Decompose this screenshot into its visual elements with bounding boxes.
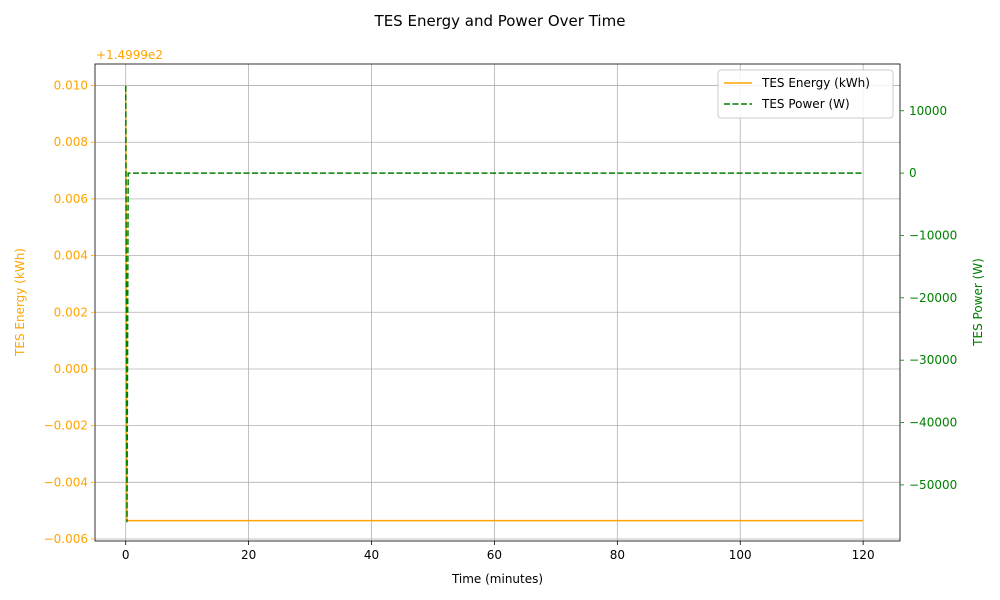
y-right-tick-label: −20000 (909, 291, 957, 305)
legend-label: TES Energy (kWh) (761, 76, 870, 90)
y-left-tick-label: 0.004 (54, 249, 88, 263)
y-right-tick-label: 10000 (909, 104, 947, 118)
y-left-tick-label: 0.000 (54, 362, 88, 376)
legend-label: TES Power (W) (761, 97, 850, 111)
series-line-tes-power (124, 85, 864, 523)
chart-title: TES Energy and Power Over Time (374, 12, 626, 30)
y-right-tick-label: −10000 (909, 228, 957, 242)
y-left-tick-label: −0.002 (44, 419, 88, 433)
x-tick-label: 120 (852, 548, 875, 562)
y-right-tick-label: 0 (909, 166, 917, 180)
y-left-tick-label: 0.006 (54, 192, 88, 206)
y-right-tick-label: −30000 (909, 353, 957, 367)
y-left-tick-label: −0.006 (44, 532, 88, 546)
y-left-tick-label: 0.008 (54, 135, 88, 149)
y-left-tick-label: 0.010 (54, 79, 88, 93)
y-right-tick-label: −40000 (909, 416, 957, 430)
x-tick-label: 0 (122, 548, 130, 562)
plot-frame (94, 63, 901, 542)
offset-label: +1.4999e2 (96, 48, 163, 62)
x-tick-label: 20 (241, 548, 256, 562)
x-axis-label: Time (minutes) (451, 572, 543, 586)
x-tick-label: 60 (487, 548, 502, 562)
legend-box (717, 69, 894, 119)
y-left-tick-label: 0.002 (54, 305, 88, 319)
y-axis-label-left: TES Energy (kWh) (13, 248, 27, 357)
x-tick-label: 80 (610, 548, 625, 562)
y-right-tick-label: −50000 (909, 478, 957, 492)
y-axis-label-right: TES Power (W) (971, 258, 985, 347)
x-tick-label: 100 (729, 548, 752, 562)
y-left-tick-label: −0.004 (44, 475, 88, 489)
x-tick-label: 40 (364, 548, 379, 562)
